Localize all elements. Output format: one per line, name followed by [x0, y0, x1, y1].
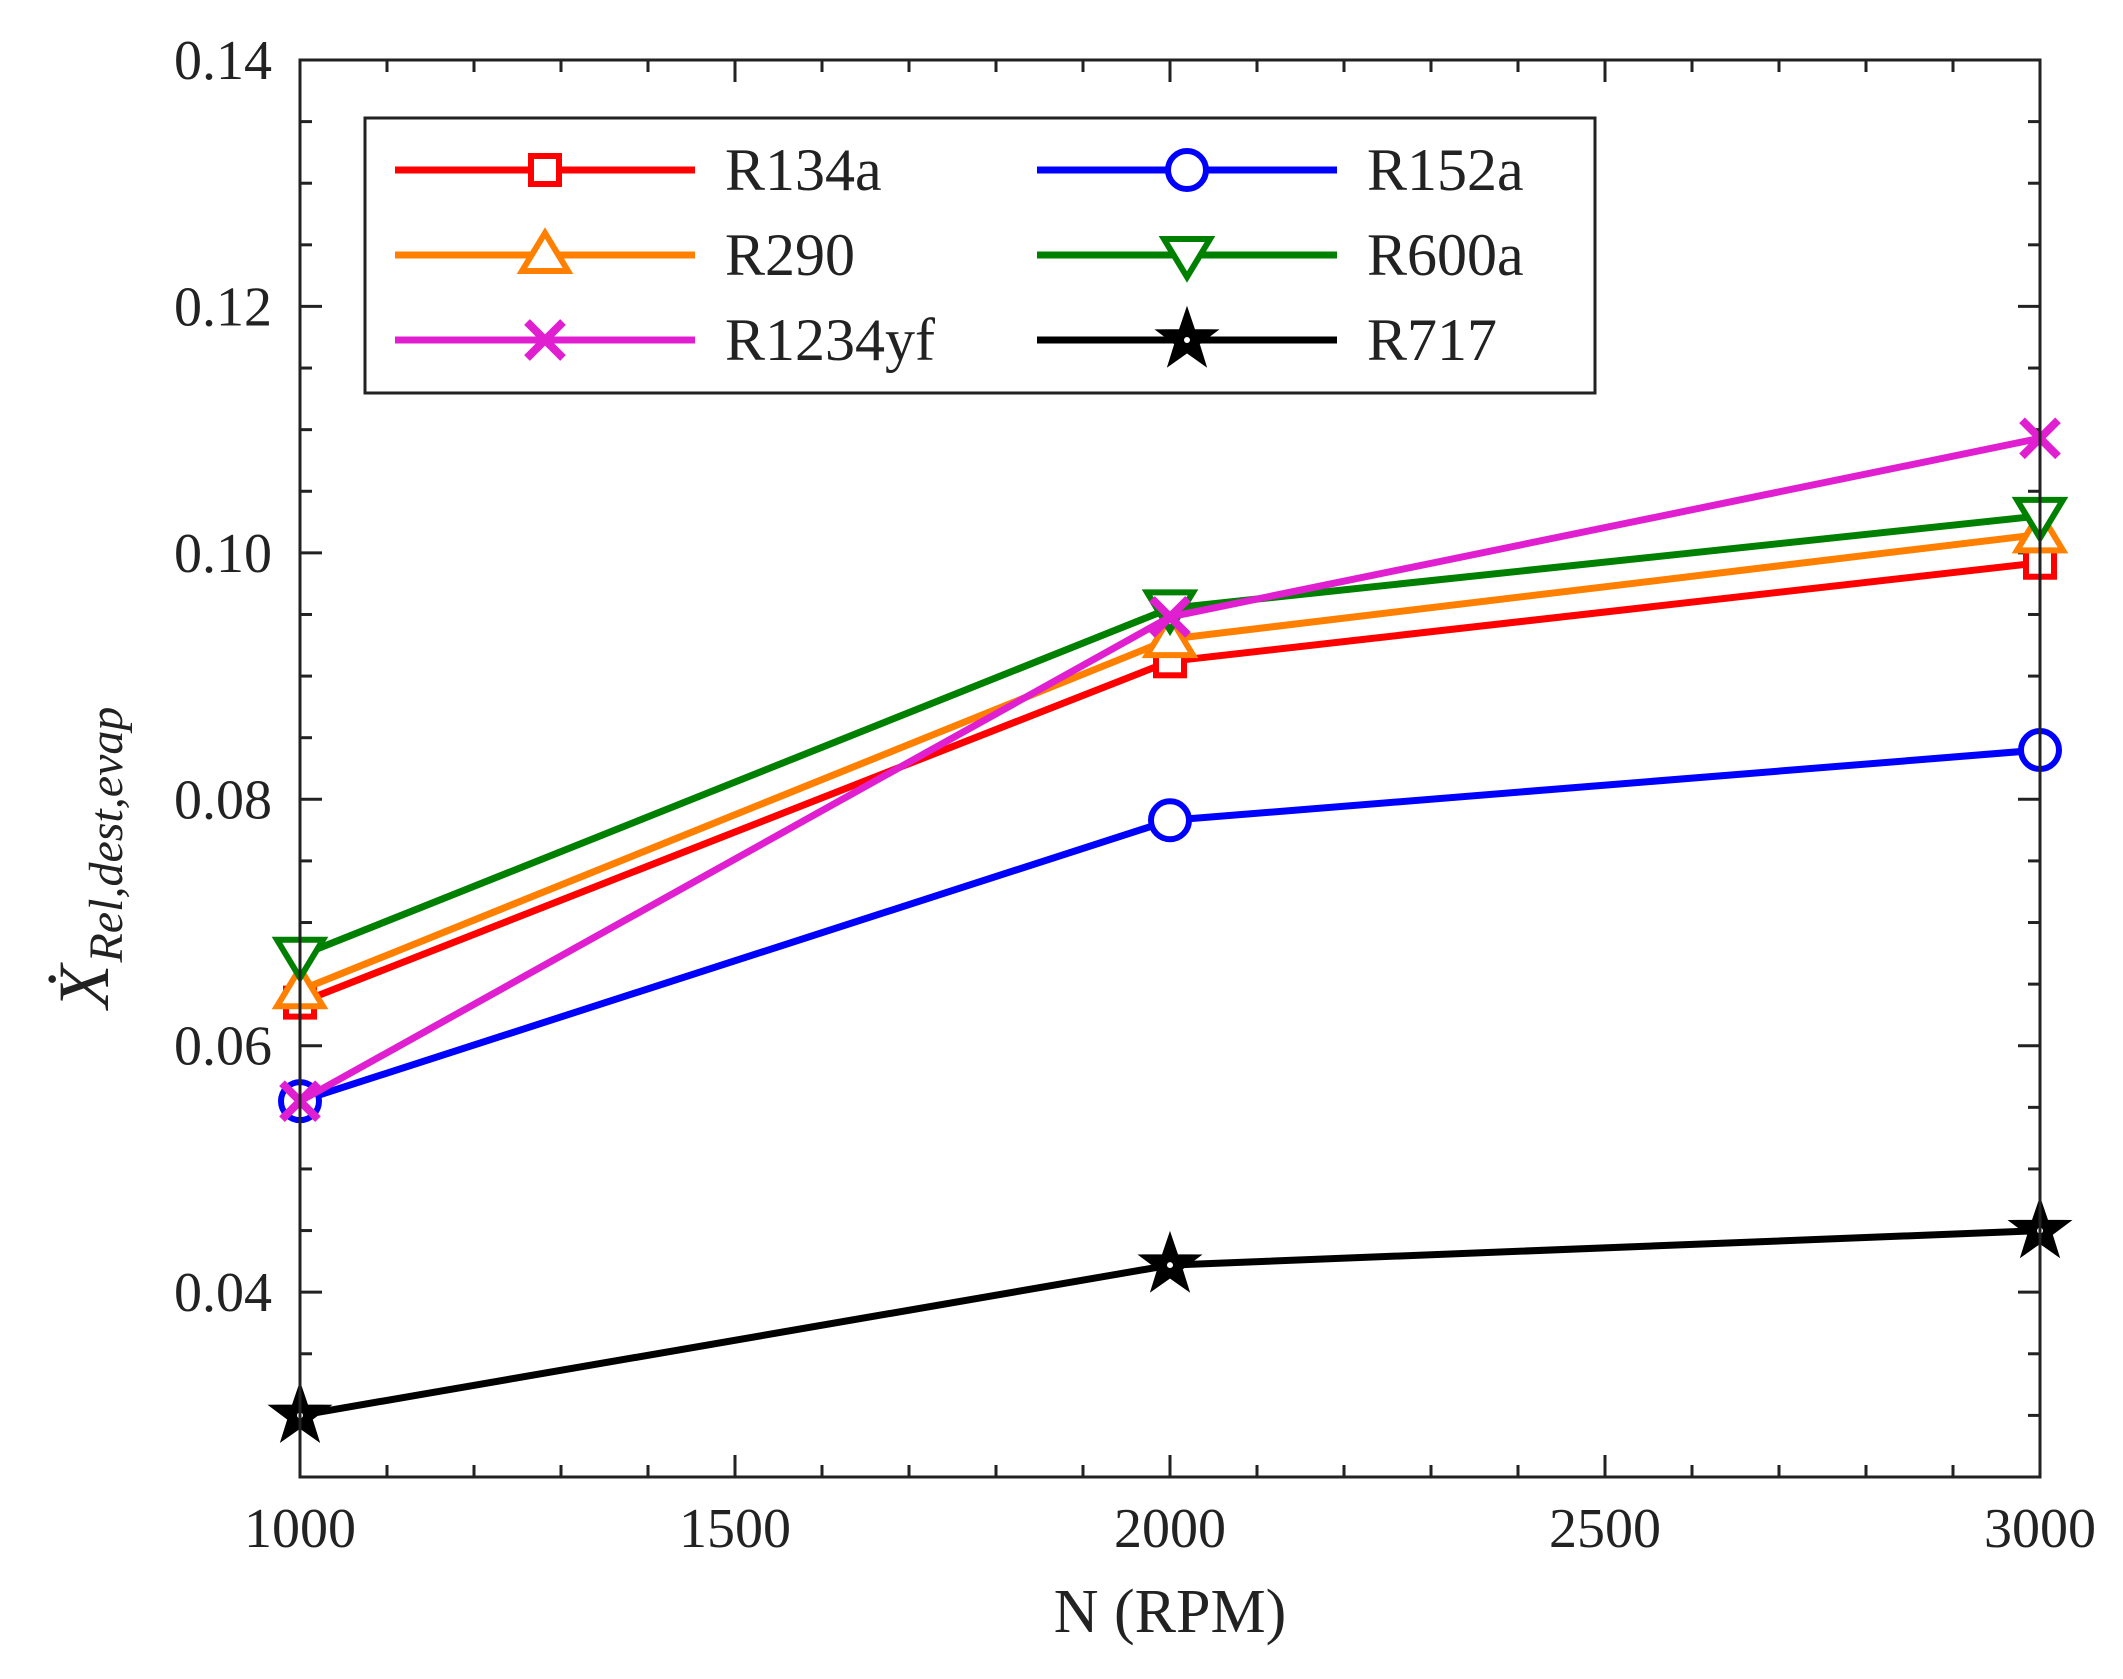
x-tick-label: 1000 — [244, 1498, 356, 1560]
legend-marker — [1154, 305, 1220, 368]
x-axis-title: N (RPM) — [1054, 1578, 1287, 1646]
y-tick-label: 0.14 — [174, 30, 272, 92]
legend-entry: R717 — [1037, 305, 1497, 373]
legend-label: R600a — [1367, 222, 1524, 288]
legend-entry: R1234yf — [395, 307, 935, 373]
x-tick-label: 1500 — [679, 1498, 791, 1560]
x-tick-label: 2000 — [1114, 1498, 1226, 1560]
legend-label: R152a — [1367, 137, 1524, 203]
y-axis-title-symbol: Ẋ — [44, 962, 124, 1012]
y-tick-label: 0.12 — [174, 276, 272, 338]
axis-ticks — [298, 58, 2042, 1479]
y-axis-title-main: ẊRel,dest,evap — [44, 707, 133, 1012]
legend: R134a R152a R290 R600a R1234yf R717 — [363, 116, 1597, 395]
data-point — [1137, 1230, 1203, 1293]
y-tick-label: 0.08 — [174, 769, 272, 831]
legend-marker — [528, 153, 562, 187]
legend-marker — [524, 319, 566, 361]
y-tick-label: 0.06 — [174, 1016, 272, 1078]
legend-entry: R134a — [395, 137, 882, 203]
data-point — [1149, 596, 1191, 638]
series-r717 — [267, 1196, 2073, 1444]
legend-marker — [516, 227, 574, 274]
legend-marker — [1158, 236, 1216, 283]
series-r152a — [278, 728, 2062, 1124]
y-axis-title: ẊRel,dest,evap — [44, 707, 133, 1012]
y-axis-title-subscript: Rel,dest,evap — [80, 707, 133, 964]
plot-frame — [298, 58, 2042, 1479]
legend-entry: R152a — [1037, 137, 1524, 203]
legend-label: R717 — [1367, 307, 1497, 373]
plot-series — [267, 417, 2073, 1444]
y-tick-label: 0.04 — [174, 1262, 272, 1324]
legend-label: R290 — [725, 222, 855, 288]
data-point — [1148, 798, 1192, 843]
x-tick-label: 2500 — [1549, 1498, 1661, 1560]
y-tick-label: 0.10 — [174, 523, 272, 585]
x-tick-label: 3000 — [1984, 1498, 2096, 1560]
series-r290 — [271, 506, 2069, 1010]
data-point — [1141, 611, 1199, 659]
legend-entry: R290 — [395, 222, 855, 288]
tick-labels: 1000 1500 2000 2500 3000 0.04 0.06 0.08 0.10 0.12… — [174, 30, 2096, 1560]
legend-label: R134a — [725, 137, 882, 203]
legend-label: R1234yf — [725, 307, 935, 373]
legend-marker — [1165, 148, 1209, 192]
legend-entry: R600a — [1037, 222, 1524, 288]
series-line — [298, 512, 2041, 960]
